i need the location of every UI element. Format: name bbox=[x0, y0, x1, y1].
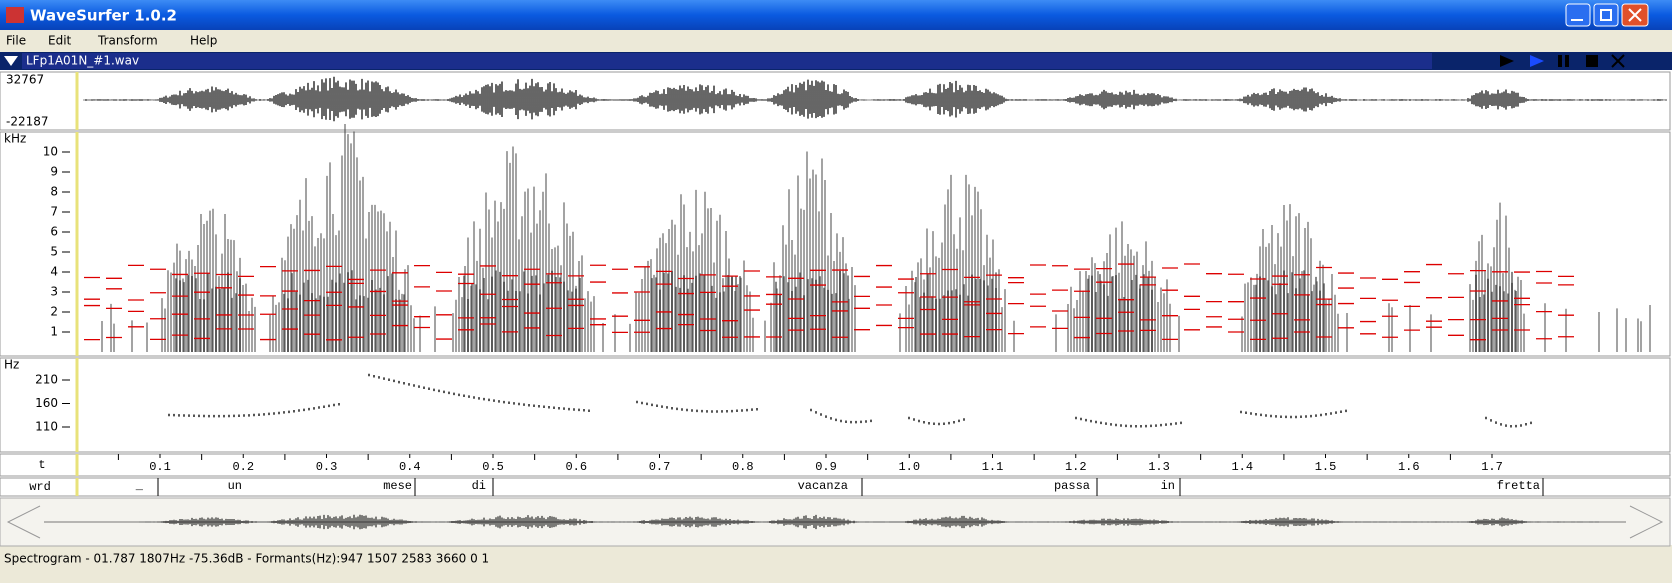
time-tick-label: 1.6 bbox=[1398, 460, 1420, 474]
title-bar bbox=[0, 0, 1672, 30]
time-tick-label: 1.0 bbox=[898, 460, 920, 474]
pause-button[interactable] bbox=[1558, 55, 1562, 67]
spectrogram-tick-label: 9 bbox=[50, 165, 58, 179]
time-tick-label: 0.7 bbox=[649, 460, 671, 474]
pitch-tick-label: 110 bbox=[35, 420, 58, 434]
spectrogram-unit: kHz bbox=[4, 132, 26, 146]
word-label[interactable]: passa bbox=[1054, 479, 1090, 493]
menu-item[interactable]: Help bbox=[190, 34, 217, 48]
spectrogram-tick-label: 1 bbox=[50, 325, 58, 339]
wavesurfer-window: WaveSurfer 1.0.2 File Edit Transform Help L… bbox=[0, 0, 1672, 579]
word-label[interactable]: fretta bbox=[1497, 479, 1540, 493]
stop-button[interactable] bbox=[1586, 55, 1598, 67]
pitch-tick-label: 160 bbox=[35, 396, 58, 410]
spectrogram-tick-label: 4 bbox=[50, 265, 58, 279]
time-tick-label: 0.2 bbox=[232, 460, 254, 474]
time-axis-label: t bbox=[38, 458, 45, 472]
spectrogram-tick-label: 5 bbox=[50, 245, 58, 259]
menu-item[interactable]: Edit bbox=[48, 34, 72, 48]
word-label[interactable]: di bbox=[472, 479, 486, 493]
waveform-min: -22187 bbox=[6, 115, 49, 129]
pause-button[interactable] bbox=[1565, 55, 1569, 67]
page: WaveSurfer 1.0.2 File Edit Transform Help L… bbox=[0, 0, 1672, 579]
file-name: LFp1A01N_#1.wav bbox=[26, 54, 139, 68]
word-label[interactable]: mese bbox=[383, 479, 412, 493]
waveform-max: 32767 bbox=[6, 73, 44, 87]
app-icon bbox=[6, 7, 24, 23]
spectrogram-tick-label: 3 bbox=[50, 285, 58, 299]
word-label[interactable]: in bbox=[1161, 479, 1175, 493]
spectrogram-tick-label: 10 bbox=[43, 145, 58, 159]
word-label[interactable]: vacanza bbox=[798, 479, 848, 493]
word-label[interactable]: un bbox=[228, 479, 242, 493]
time-tick-label: 1.4 bbox=[1231, 460, 1253, 474]
time-tick-label: 0.9 bbox=[815, 460, 837, 474]
time-tick-label: 0.4 bbox=[399, 460, 421, 474]
time-tick-label: 1.3 bbox=[1148, 460, 1170, 474]
spectrogram-tick-label: 7 bbox=[50, 205, 58, 219]
spectrogram-tick-label: 8 bbox=[50, 185, 58, 199]
maximize-button[interactable] bbox=[1594, 4, 1618, 26]
pitch-unit: Hz bbox=[4, 358, 19, 372]
word-label[interactable]: _ bbox=[135, 479, 144, 493]
time-tick-label: 1.1 bbox=[982, 460, 1004, 474]
word-tier-label: wrd bbox=[29, 480, 51, 494]
menu-item[interactable]: Transform bbox=[97, 34, 158, 48]
window-controls[interactable] bbox=[1566, 4, 1648, 26]
pitch-tick-label: 210 bbox=[35, 373, 58, 387]
time-tick-label: 0.1 bbox=[149, 460, 171, 474]
time-tick-label: 1.2 bbox=[1065, 460, 1087, 474]
time-tick-label: 0.3 bbox=[316, 460, 338, 474]
file-name-field bbox=[22, 53, 1432, 69]
menu-item[interactable]: File bbox=[6, 34, 26, 48]
status-text: Spectrogram - 01.787 1807Hz -75.36dB - F… bbox=[4, 552, 489, 566]
spectrogram-tick-label: 2 bbox=[50, 305, 58, 319]
time-tick-label: 0.6 bbox=[565, 460, 587, 474]
time-tick-label: 1.5 bbox=[1315, 460, 1337, 474]
time-tick-label: 0.5 bbox=[482, 460, 504, 474]
time-tick-label: 1.7 bbox=[1481, 460, 1503, 474]
time-tick-label: 0.8 bbox=[732, 460, 754, 474]
minimize-button[interactable] bbox=[1566, 4, 1590, 26]
window-title: WaveSurfer 1.0.2 bbox=[30, 7, 177, 25]
spectrogram-tick-label: 6 bbox=[50, 225, 58, 239]
